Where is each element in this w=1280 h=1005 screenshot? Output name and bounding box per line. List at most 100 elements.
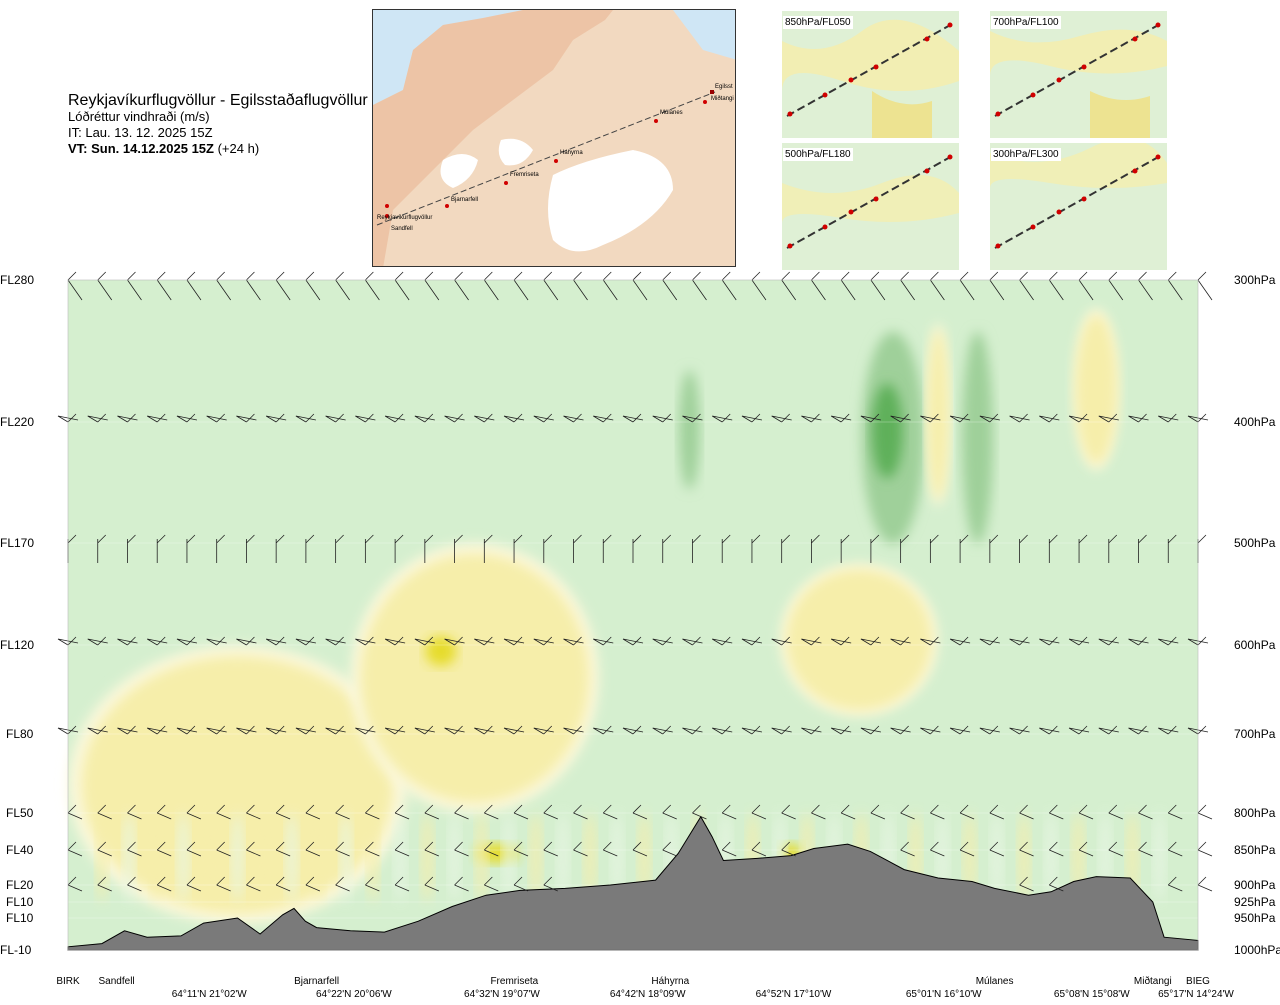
valid-offset: (+24 h)	[217, 141, 260, 156]
wind-barb	[563, 725, 584, 735]
wind-barb	[533, 636, 554, 646]
wind-barb	[573, 271, 588, 301]
wind-barb	[930, 841, 945, 857]
wind-barb	[959, 271, 975, 301]
wind-barb	[1138, 271, 1153, 301]
wind-barb	[206, 636, 227, 646]
wind-barb	[1039, 725, 1060, 735]
wind-barb	[989, 804, 1004, 820]
wind-barb	[870, 271, 886, 301]
wind-barb	[365, 804, 380, 820]
wind-barb	[870, 804, 886, 820]
velocity-contour	[679, 370, 700, 490]
wind-barb	[593, 725, 614, 735]
wind-barb	[1098, 636, 1119, 646]
wind-barb	[533, 413, 554, 423]
wind-barb	[949, 636, 971, 646]
wind-barb	[305, 876, 321, 892]
low-level-streak	[394, 812, 407, 902]
x-place-label: Fremriseta	[490, 976, 539, 987]
wind-barb	[97, 841, 112, 857]
x-coord-label: 64°42'N 18°09'W	[609, 989, 686, 1000]
wind-barb	[543, 841, 558, 857]
y-tick-label-right: 600hPa	[1234, 638, 1276, 652]
wind-barb	[275, 804, 291, 820]
route-line	[376, 91, 716, 226]
wind-barb	[830, 413, 852, 423]
wind-barb	[830, 725, 852, 735]
wind-barb	[513, 876, 529, 892]
wind-barb	[840, 534, 850, 563]
wind-barb	[127, 804, 142, 820]
wind-barb	[454, 534, 463, 563]
wind-barb	[444, 725, 465, 735]
wind-barb	[959, 804, 975, 820]
wind-barb	[57, 413, 79, 423]
wind-barb	[652, 636, 673, 646]
wind-barb	[275, 876, 291, 892]
wind-barb	[989, 534, 999, 563]
wind-barb	[870, 534, 880, 563]
wind-barb	[87, 413, 108, 423]
wind-barb	[355, 636, 376, 646]
map-label: Fremriseta	[510, 172, 539, 178]
inset-label: 500hPa/FL180	[783, 148, 853, 161]
low-level-streak	[177, 812, 190, 902]
wind-barb	[652, 725, 673, 735]
wind-barb	[959, 841, 975, 857]
land-relief	[373, 10, 613, 266]
wind-barb	[513, 841, 529, 857]
wind-barb	[682, 636, 703, 646]
wind-barb	[117, 725, 138, 735]
wind-barb	[1167, 534, 1177, 563]
wind-barb	[1187, 636, 1209, 646]
low-level-streak	[638, 812, 651, 902]
wind-barb	[1098, 413, 1119, 423]
y-tick-label-left: FL10	[6, 911, 34, 925]
low-level-streak	[339, 812, 352, 902]
low-level-streak	[502, 812, 515, 902]
y-tick-label-left: FL20	[6, 878, 34, 892]
wind-barb	[979, 413, 1000, 423]
wind-barb	[900, 804, 915, 820]
wind-barb	[484, 841, 499, 857]
wind-barb	[692, 271, 707, 301]
map-point	[385, 204, 389, 208]
map-point	[385, 214, 389, 218]
x-coord-label: 64°22'N 20°06'W	[316, 989, 392, 1000]
low-level-streak	[475, 812, 488, 902]
wind-barb	[801, 413, 822, 423]
wind-barb	[682, 413, 703, 423]
wind-barb	[959, 534, 969, 563]
wind-barb	[1197, 876, 1213, 892]
wind-barb	[602, 804, 618, 820]
y-tick-label-right: 925hPa	[1234, 895, 1276, 909]
wind-barb	[662, 271, 678, 301]
wind-barb	[176, 636, 198, 646]
wind-barb	[365, 841, 380, 857]
wind-barb	[246, 876, 261, 892]
wind-barb	[721, 271, 737, 301]
wind-barb	[741, 636, 763, 646]
inset-label: 850hPa/FL050	[783, 16, 853, 29]
wind-barb	[890, 725, 911, 735]
wind-barb	[424, 534, 434, 563]
wind-barb	[97, 876, 112, 892]
wind-barb	[1019, 271, 1034, 301]
inset-label: 300hPa/FL300	[991, 148, 1061, 161]
map-label: Sandfell	[391, 226, 413, 232]
wind-barb	[979, 725, 1000, 735]
x-place-label: BIEG	[1186, 976, 1210, 987]
wind-barb	[989, 271, 1005, 301]
wind-barb	[246, 271, 261, 301]
wind-barb	[1048, 534, 1058, 563]
y-tick-label-left: FL50	[6, 806, 34, 820]
wind-barb	[573, 841, 588, 857]
x-coord-label: 64°52'N 17°10'W	[755, 989, 832, 1000]
wind-barb	[543, 534, 553, 563]
wind-barb	[1068, 725, 1090, 735]
wind-barb	[127, 534, 136, 563]
low-level-streak	[150, 812, 163, 902]
low-level-streak	[1045, 812, 1058, 902]
velocity-contour	[786, 569, 932, 711]
